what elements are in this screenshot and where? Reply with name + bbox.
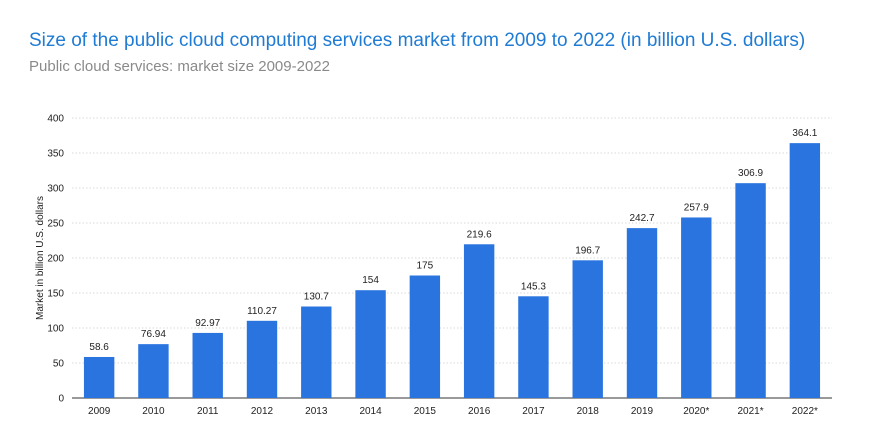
bars — [83, 143, 821, 399]
bar-2015[interactable] — [409, 275, 441, 399]
x-tick-label: 2021* — [738, 406, 764, 417]
x-tick-label: 2017 — [522, 406, 545, 417]
y-tick-label: 150 — [47, 289, 64, 300]
data-label: 242.7 — [629, 213, 654, 224]
y-tick-label: 250 — [47, 219, 64, 230]
data-label: 175 — [417, 261, 434, 272]
data-label: 306.9 — [738, 168, 763, 179]
chart-title: Size of the public cloud computing servi… — [29, 30, 806, 51]
y-tick-label: 200 — [47, 254, 64, 265]
data-label: 145.3 — [521, 281, 546, 292]
data-label: 92.97 — [195, 318, 220, 329]
x-tick-label: 2010 — [142, 406, 165, 417]
bar-2012[interactable] — [246, 320, 278, 398]
bar-2020-est[interactable] — [681, 217, 712, 398]
x-tick-label: 2022* — [792, 406, 818, 417]
bar-2009[interactable] — [83, 356, 115, 398]
x-tick-label: 2018 — [577, 406, 600, 417]
data-label: 364.1 — [792, 128, 817, 139]
bar-2021-est[interactable] — [735, 183, 766, 398]
y-axis-title: Market in billion U.S. dollars — [35, 196, 46, 320]
y-tick-label: 100 — [47, 324, 64, 335]
bar-2016[interactable] — [463, 244, 495, 398]
bar-2013[interactable] — [301, 306, 332, 398]
bar-2022-est[interactable] — [789, 143, 821, 398]
y-axis-ticks: 0 50 100 150 200 250 300 350 400 — [47, 114, 64, 405]
x-tick-label: 2015 — [414, 406, 437, 417]
x-tick-label: 2012 — [251, 406, 274, 417]
data-label: 257.9 — [684, 202, 709, 213]
x-tick-label: 2009 — [88, 406, 111, 417]
x-tick-label: 2014 — [359, 406, 382, 417]
data-label: 154 — [362, 275, 379, 286]
bar-2018[interactable] — [572, 260, 603, 398]
x-tick-label: 2016 — [468, 406, 491, 417]
bar-2010[interactable] — [138, 344, 169, 398]
data-label: 58.6 — [89, 342, 109, 353]
y-tick-label: 0 — [58, 394, 64, 405]
bar-2017[interactable] — [518, 296, 549, 398]
x-tick-label: 2011 — [197, 406, 219, 417]
data-label: 219.6 — [467, 229, 492, 240]
data-labels: 58.6 76.94 92.97 110.27 130.7 154 175 219.6 145.… — [89, 128, 817, 353]
data-label: 76.94 — [141, 329, 166, 340]
bar-2011[interactable] — [192, 332, 223, 398]
x-tick-label: 2019 — [631, 406, 654, 417]
data-label: 130.7 — [304, 292, 329, 303]
y-tick-label: 400 — [47, 114, 64, 125]
x-tick-label: 2013 — [305, 406, 328, 417]
bar-2014[interactable] — [355, 290, 386, 398]
data-label: 110.27 — [247, 306, 277, 317]
y-tick-label: 300 — [47, 184, 64, 195]
y-tick-label: 350 — [47, 149, 64, 160]
bar-2019[interactable] — [626, 228, 658, 398]
chart-subtitle: Public cloud services: market size 2009-… — [29, 58, 330, 75]
x-axis-ticks: 2009 2010 2011 2012 2013 2014 2015 2016 2017 2018… — [88, 406, 818, 417]
y-tick-label: 50 — [53, 359, 65, 370]
data-label: 196.7 — [575, 245, 600, 256]
x-tick-label: 2020* — [683, 406, 709, 417]
gridlines — [72, 117, 832, 399]
